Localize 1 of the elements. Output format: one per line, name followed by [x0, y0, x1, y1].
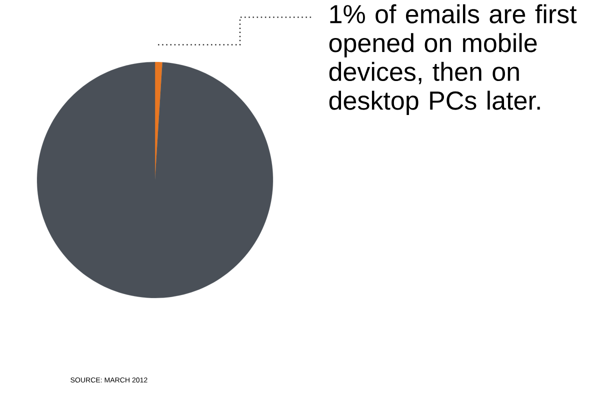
text: 1% of emails are first opened on mobile devices, then on desktop PCs later. [329, 4, 577, 115]
